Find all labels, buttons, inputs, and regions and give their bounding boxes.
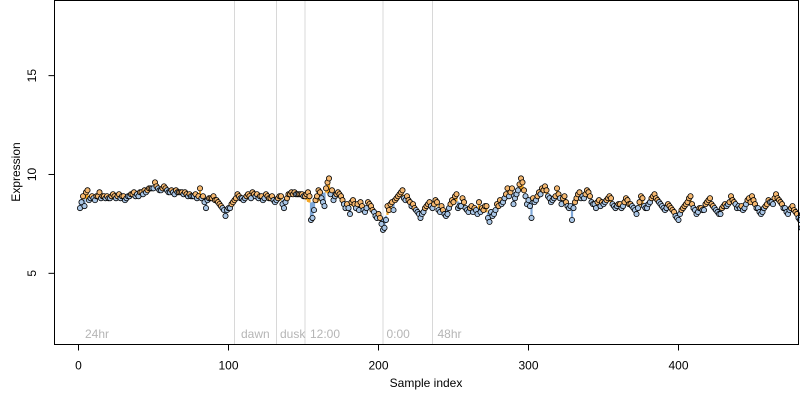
- event-label: dusk: [280, 327, 306, 341]
- data-point: [561, 193, 568, 200]
- data-point: [84, 187, 91, 194]
- data-point: [376, 214, 383, 221]
- data-point: [328, 187, 335, 194]
- event-vlines: [234, 0, 433, 345]
- y-axis: 5 10 15: [25, 69, 55, 277]
- data-point: [321, 203, 328, 210]
- data-point: [639, 195, 646, 202]
- data-point: [346, 211, 353, 218]
- event-label: 24hr: [85, 327, 109, 341]
- data-point: [635, 205, 642, 212]
- y-tick-label: 5: [25, 270, 39, 277]
- data-point: [608, 195, 615, 202]
- x-tick-label: 100: [218, 359, 238, 373]
- data-point: [475, 199, 482, 206]
- data-point: [222, 212, 229, 219]
- data-point: [316, 189, 323, 196]
- data-point: [537, 191, 544, 198]
- data-point: [345, 205, 352, 212]
- data-point: [453, 191, 460, 198]
- data-point: [444, 211, 451, 218]
- data-point: [280, 205, 287, 212]
- event-label: dawn: [241, 327, 270, 341]
- y-axis-title: Expression: [9, 142, 23, 201]
- y-tick-label: 10: [25, 167, 39, 181]
- data-point: [636, 199, 643, 206]
- data-point: [460, 199, 467, 206]
- data-point: [381, 224, 388, 231]
- data-point: [587, 193, 594, 200]
- data-point: [701, 207, 708, 214]
- data-point: [199, 193, 206, 200]
- data-point: [322, 185, 329, 192]
- data-point: [687, 193, 694, 200]
- event-label: 0:00: [387, 327, 411, 341]
- data-point: [196, 185, 203, 192]
- data-point: [528, 214, 535, 221]
- event-annotations: 24hr dawn dusk 12:00 0:00 48hr: [85, 327, 462, 341]
- data-point: [78, 199, 85, 206]
- data-point: [633, 211, 640, 218]
- data-point: [527, 203, 534, 210]
- data-point: [80, 193, 87, 200]
- data-point: [450, 199, 457, 206]
- data-point: [717, 211, 724, 218]
- data-point: [390, 207, 397, 214]
- data-point: [277, 193, 284, 200]
- data-point: [433, 199, 440, 206]
- data-point: [382, 216, 389, 223]
- data-point: [570, 205, 577, 212]
- data-point: [554, 185, 561, 192]
- data-point: [508, 185, 515, 192]
- data-point: [543, 187, 550, 194]
- data-point: [310, 207, 317, 214]
- event-label: 48hr: [438, 327, 462, 341]
- data-point: [399, 187, 406, 194]
- data-point: [576, 189, 583, 196]
- data-point: [96, 189, 103, 196]
- data-point: [569, 216, 576, 223]
- data-point: [202, 205, 209, 212]
- data-point: [521, 187, 528, 194]
- data-point: [522, 193, 529, 200]
- data-point: [492, 207, 499, 214]
- data-point: [378, 220, 385, 227]
- x-tick-label: 200: [368, 359, 388, 373]
- x-axis-title: Sample index: [390, 376, 463, 390]
- data-point: [675, 216, 682, 223]
- plot-frame: [54, 0, 799, 345]
- data-points: [77, 175, 800, 233]
- data-point: [81, 203, 88, 210]
- data-point: [483, 203, 490, 210]
- data-point: [486, 218, 493, 225]
- x-tick-label: 0: [75, 359, 82, 373]
- data-point: [325, 175, 332, 182]
- data-point: [306, 193, 313, 200]
- x-tick-label: 400: [668, 359, 688, 373]
- data-point: [519, 179, 526, 186]
- data-point: [309, 214, 316, 221]
- x-tick-label: 300: [518, 359, 538, 373]
- data-point: [510, 201, 517, 208]
- data-point: [515, 187, 522, 194]
- event-label: 12:00: [310, 327, 340, 341]
- x-axis: 0 100 200 300 400: [75, 344, 689, 373]
- y-tick-label: 15: [25, 69, 39, 83]
- data-point: [707, 195, 714, 202]
- data-point: [770, 201, 777, 208]
